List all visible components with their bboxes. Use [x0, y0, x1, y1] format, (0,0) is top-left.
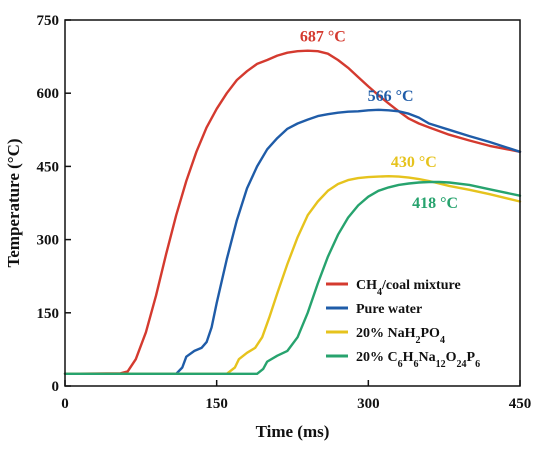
- legend-entry-3: 20% NaH2PO4: [356, 326, 445, 346]
- y-tick-label: 750: [37, 13, 60, 29]
- legend-entry-2: Pure water: [356, 302, 422, 317]
- legend-entry-1: CH4/coal mixture: [356, 278, 461, 298]
- frame-layer: 0 150 300 450 0 150 300 450 600 750 Time (ms) Tempe…: [4, 13, 531, 441]
- y-tick-label: 300: [37, 233, 60, 249]
- series-line-2: [63, 108, 522, 375]
- y-tick-label: 450: [37, 159, 60, 175]
- y-axis-title: Temperature (°C): [4, 138, 23, 267]
- x-tick-label: 150: [205, 396, 228, 412]
- x-tick-label: 300: [357, 396, 380, 412]
- series-layer: [63, 49, 522, 375]
- y-tick-label: 600: [37, 86, 60, 102]
- plot-frame: [64, 19, 521, 387]
- legend-entry-4: 20% C6H6Na12O24P6: [356, 350, 480, 370]
- series-line-4: [63, 180, 522, 375]
- x-tick-label: 0: [61, 396, 69, 412]
- x-axis-title: Time (ms): [256, 422, 330, 441]
- x-tick-label: 450: [509, 396, 532, 412]
- peak-label-3: 430 °C: [391, 154, 437, 171]
- y-tick-label: 150: [37, 306, 60, 322]
- peak-label-2: 566 °C: [368, 88, 414, 105]
- y-tick-label: 0: [52, 379, 60, 395]
- legend: CH4/coal mixture Pure water 20% NaH2PO4 20%…: [326, 278, 480, 370]
- series-line-1: [63, 49, 522, 375]
- peak-label-1: 687 °C: [300, 29, 346, 46]
- label-layer: 687 °C 566 °C 430 °C 418 °C: [300, 29, 458, 212]
- peak-label-4: 418 °C: [412, 195, 458, 212]
